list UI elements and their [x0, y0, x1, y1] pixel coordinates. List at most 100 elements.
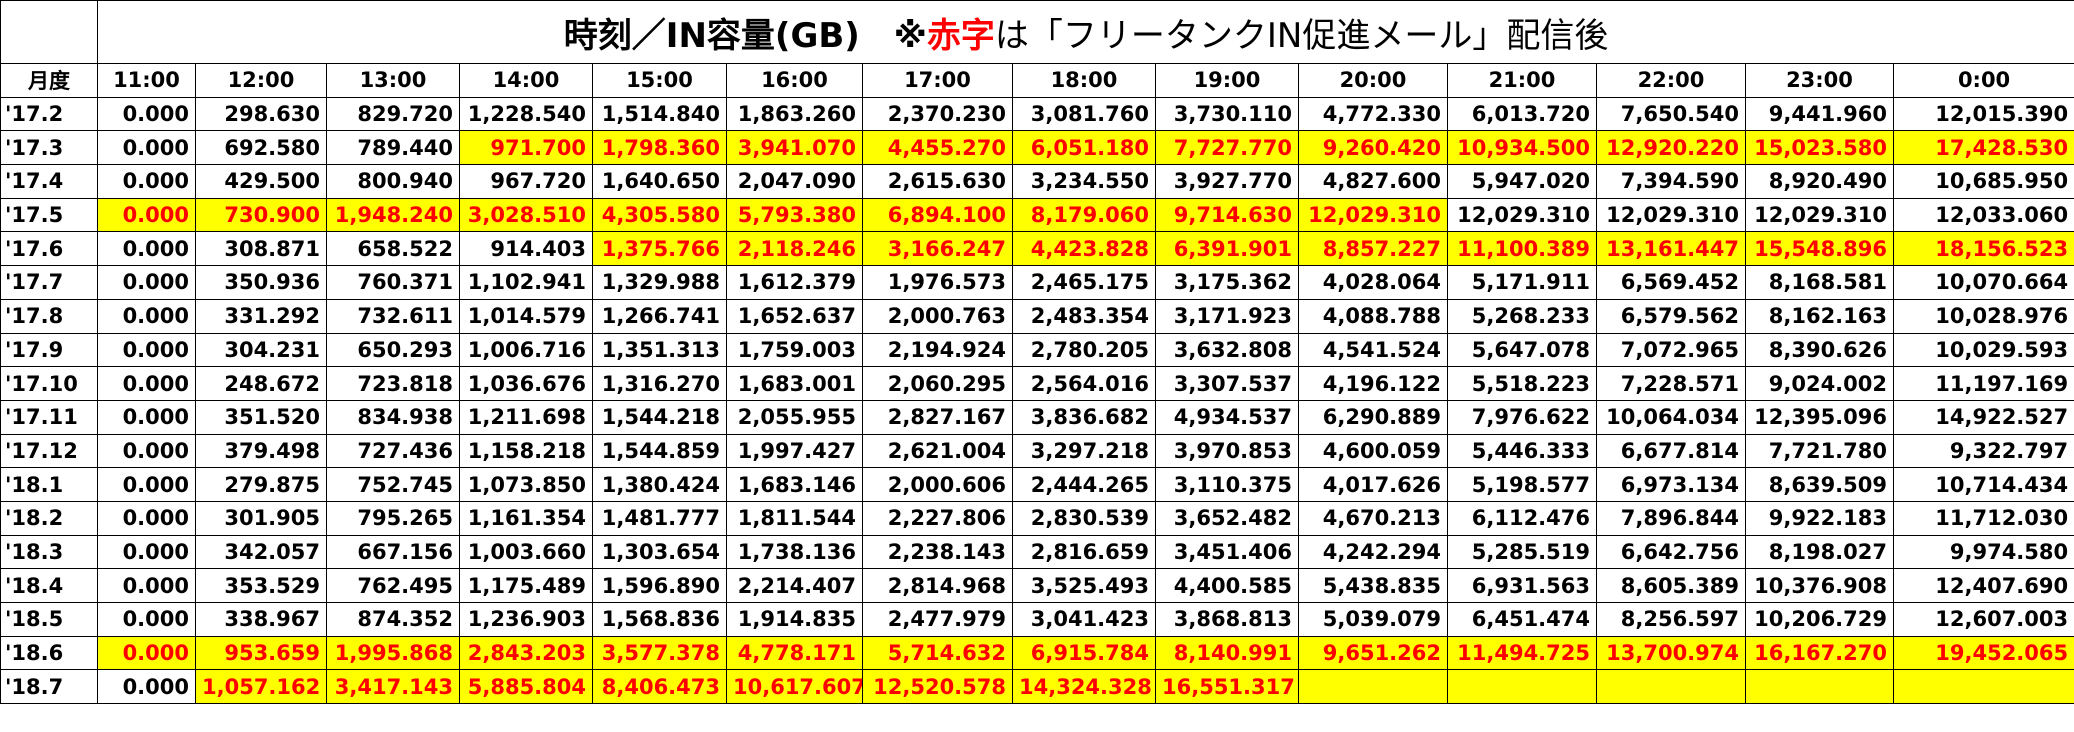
- table-cell: 12,520.578: [862, 669, 1013, 705]
- table-cell: 1,211.698: [459, 399, 593, 435]
- table-cell: 650.293: [326, 332, 460, 368]
- table-cell: 4,934.537: [1155, 399, 1299, 435]
- table-cell: 8,140.991: [1155, 635, 1299, 671]
- row-month-label: '18.7: [0, 669, 98, 705]
- table-cell: 0.000: [97, 602, 196, 637]
- table-cell: 0.000: [97, 231, 196, 267]
- table-cell: 760.371: [326, 265, 460, 300]
- table-cell: 2,477.979: [862, 602, 1013, 637]
- table-cell: 7,650.540: [1596, 96, 1746, 132]
- table-cell: 953.659: [195, 635, 327, 671]
- table-cell: 3,836.682: [1012, 399, 1156, 435]
- header-hour: 14:00: [459, 63, 593, 98]
- table-cell: 795.265: [326, 500, 460, 536]
- header-hour: 20:00: [1298, 63, 1448, 98]
- table-cell: 15,548.896: [1745, 231, 1894, 267]
- table-cell: 1,798.360: [592, 130, 727, 166]
- row-month-label: '18.2: [0, 500, 98, 536]
- table-cell: 5,714.632: [862, 635, 1013, 671]
- table-cell: 12,395.096: [1745, 399, 1894, 435]
- table-cell: 1,596.890: [592, 568, 727, 603]
- table-cell: 0.000: [97, 332, 196, 368]
- table-cell: 829.720: [326, 96, 460, 132]
- table-cell: 8,162.163: [1745, 298, 1894, 334]
- table-cell: 692.580: [195, 130, 327, 166]
- table-row: '18.5 0.000 338.967 874.352 1,236.903 1,568.8…: [0, 602, 2074, 637]
- table-cell: 6,915.784: [1012, 635, 1156, 671]
- table-cell: 4,196.122: [1298, 366, 1448, 401]
- table-cell: 4,242.294: [1298, 534, 1448, 570]
- header-month: 月度: [0, 63, 98, 98]
- table-cell: 789.440: [326, 130, 460, 166]
- table-cell: 12,407.690: [1892, 568, 2074, 603]
- header-hour: 19:00: [1155, 63, 1299, 98]
- table-cell: 10,617.607: [726, 669, 863, 705]
- table-title: 時刻／IN容量(GB) ※赤字は「フリータンクIN促進メール」配信後: [96, 0, 2074, 64]
- table-cell: 5,947.020: [1447, 164, 1597, 199]
- header-hour: 15:00: [592, 63, 727, 98]
- table-cell: 2,621.004: [862, 433, 1013, 469]
- table-cell: 9,322.797: [1892, 433, 2074, 469]
- table-cell: 2,564.016: [1012, 366, 1156, 401]
- header-hour: 16:00: [726, 63, 863, 98]
- table-cell: 2,214.407: [726, 568, 863, 603]
- table-cell: 7,072.965: [1596, 332, 1746, 368]
- table-cell: 0.000: [97, 298, 196, 334]
- table-cell: 2,227.806: [862, 500, 1013, 536]
- table-cell: 0.000: [97, 568, 196, 603]
- table-row: '17.6 0.000 308.871 658.522 914.403 1,375.766…: [0, 231, 2074, 267]
- table-cell: 2,118.246: [726, 231, 863, 267]
- table-cell: 2,814.968: [862, 568, 1013, 603]
- table-row: '17.8 0.000 331.292 732.611 1,014.579 1,266.7…: [0, 298, 2074, 334]
- table-cell: 12,033.060: [1892, 197, 2074, 233]
- table-cell: 2,047.090: [726, 164, 863, 199]
- header-hour: 11:00: [97, 63, 196, 98]
- table-cell: 8,256.597: [1596, 602, 1746, 637]
- table-cell: 279.875: [195, 467, 327, 502]
- table-cell: 3,041.423: [1012, 602, 1156, 637]
- table-row: '17.12 0.000 379.498 727.436 1,158.218 1,544.…: [0, 433, 2074, 469]
- table-cell: 730.900: [195, 197, 327, 233]
- table-cell: 0.000: [97, 164, 196, 199]
- table-cell: 3,970.853: [1155, 433, 1299, 469]
- table-cell: 6,391.901: [1155, 231, 1299, 267]
- table-cell: 19,452.065: [1892, 635, 2074, 671]
- table-row: '18.4 0.000 353.529 762.495 1,175.489 1,596.8…: [0, 568, 2074, 603]
- table-cell: 1,948.240: [326, 197, 460, 233]
- table-cell: 13,161.447: [1596, 231, 1746, 267]
- row-month-label: '18.6: [0, 635, 98, 671]
- table-cell: 1,003.660: [459, 534, 593, 570]
- table-cell: 429.500: [195, 164, 327, 199]
- table-cell: 971.700: [459, 130, 593, 166]
- table-cell: 11,197.169: [1892, 366, 2074, 401]
- table-cell: 7,721.780: [1745, 433, 1894, 469]
- table-cell: 9,024.002: [1745, 366, 1894, 401]
- table-cell: 1,514.840: [592, 96, 727, 132]
- table-cell: 16,551.317: [1155, 669, 1299, 705]
- table-cell: 9,714.630: [1155, 197, 1299, 233]
- table-cell: 10,064.034: [1596, 399, 1746, 435]
- table-cell: 8,639.509: [1745, 467, 1894, 502]
- table-cell: [1596, 669, 1746, 705]
- table-cell: 914.403: [459, 231, 593, 267]
- table-cell: 3,632.808: [1155, 332, 1299, 368]
- table-cell: 1,738.136: [726, 534, 863, 570]
- table-cell: 2,060.295: [862, 366, 1013, 401]
- table-row: '18.6 0.000 953.659 1,995.868 2,843.203 3,577…: [0, 635, 2074, 671]
- table-cell: 5,518.223: [1447, 366, 1597, 401]
- table-cell: 4,600.059: [1298, 433, 1448, 469]
- table-cell: 351.520: [195, 399, 327, 435]
- table-cell: 0.000: [97, 265, 196, 300]
- table-cell: 1,976.573: [862, 265, 1013, 300]
- row-month-label: '18.4: [0, 568, 98, 603]
- table-cell: 5,885.804: [459, 669, 593, 705]
- table-cell: 1,997.427: [726, 433, 863, 469]
- table-cell: 6,931.563: [1447, 568, 1597, 603]
- table-cell: 8,857.227: [1298, 231, 1448, 267]
- row-month-label: '18.3: [0, 534, 98, 570]
- table-cell: 2,238.143: [862, 534, 1013, 570]
- table-cell: 1,380.424: [592, 467, 727, 502]
- table-cell: 5,438.835: [1298, 568, 1448, 603]
- table-cell: 6,569.452: [1596, 265, 1746, 300]
- table-cell: 800.940: [326, 164, 460, 199]
